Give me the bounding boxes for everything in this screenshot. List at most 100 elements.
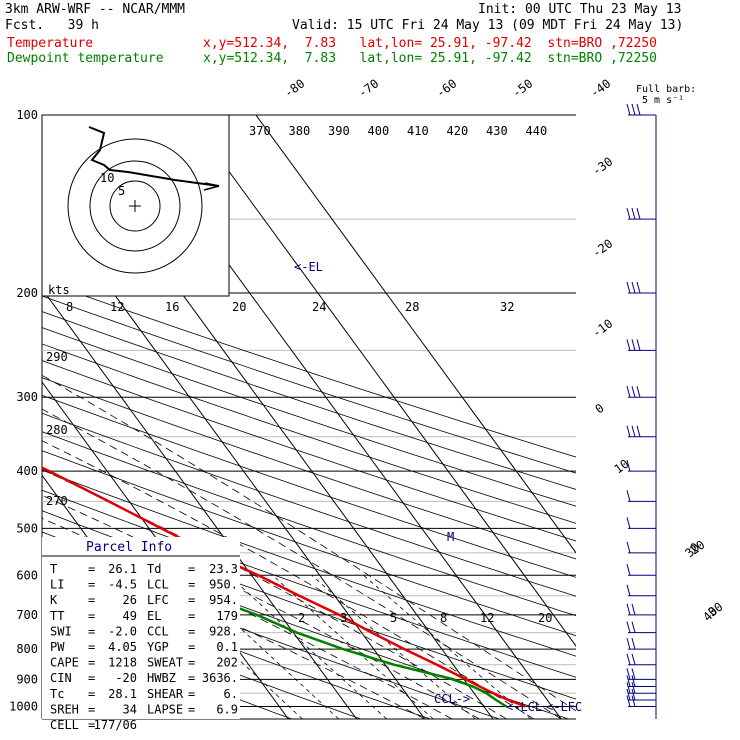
kts-tick-20: 20 — [232, 300, 246, 314]
dry-adiabat — [42, 280, 576, 458]
dewpoint-legend-label: Dewpoint temperature — [7, 51, 164, 66]
barb-legend-line1: Full barb: — [636, 84, 696, 95]
parcel-info-box: Parcel Info T = 26.1 Td = 23.3 LI = -4.5 LCL = 950.… — [42, 537, 240, 732]
dry-adiabat — [42, 469, 576, 657]
mixing-ratio-tick-3: 3 — [340, 611, 347, 625]
parcel-value: 954. — [209, 593, 238, 607]
temperature-tick-10: 10 — [612, 457, 632, 477]
temperature-tick--20: -20 — [590, 236, 616, 260]
dry-adiabat — [42, 576, 431, 719]
parcel-eq: = — [188, 609, 195, 623]
wind-barb-flag — [631, 638, 636, 650]
wind-barb-flag — [626, 208, 631, 220]
temperature-tick--70: -70 — [356, 76, 382, 100]
wind-barb-flag — [626, 459, 631, 472]
pressure-tick-600: 600 — [16, 568, 38, 582]
dry-adiabat — [42, 450, 576, 637]
parcel-label: Td — [147, 562, 161, 576]
isotherm — [255, 115, 576, 554]
pressure-tick-200: 200 — [16, 286, 38, 300]
wind-barb — [626, 688, 656, 701]
temperature-tick-30: 30 — [706, 600, 726, 620]
parcel-label: K — [50, 593, 58, 607]
theta-e-tick-370: 370 — [249, 124, 271, 138]
dry-adiabat — [42, 311, 576, 490]
wind-barb-flag — [631, 103, 636, 116]
kts-tick-12: 12 — [110, 300, 124, 314]
moist-adiabat — [42, 408, 562, 719]
wind-barb-flag — [636, 339, 641, 351]
parcel-label: SWEAT — [147, 656, 183, 670]
dewpoint-profile — [42, 548, 507, 708]
parcel-value: 202 — [216, 656, 238, 670]
wind-barb — [626, 603, 656, 616]
theta-e-tick-420: 420 — [447, 124, 469, 138]
wind-barb — [626, 621, 656, 634]
dry-adiabat — [42, 599, 362, 719]
dry-adiabat — [42, 431, 576, 617]
parcel-value: 4.05 — [108, 640, 137, 654]
wind-barb-flag — [631, 682, 636, 694]
temperature-tick--40: -40 — [588, 76, 614, 100]
parcel-eq: = — [88, 718, 95, 732]
wind-barb — [626, 281, 656, 294]
valid-time: Valid: 15 UTC Fri 24 May 13 (09 MDT Fri … — [292, 18, 684, 33]
wind-barb-flag — [626, 653, 631, 665]
parcel-label: SHEAR — [147, 687, 184, 701]
kts-tick-8: 8 — [66, 300, 73, 314]
wind-barb-flag — [626, 541, 631, 554]
parcel-label: CCL — [147, 624, 169, 638]
parcel-eq: = — [188, 640, 195, 654]
wind-barb — [626, 564, 656, 576]
isotherm — [0, 115, 16, 719]
parcel-value: 26.1 — [108, 562, 137, 576]
mixing-ratio-tick-8: 8 — [440, 611, 447, 625]
hodograph-ring — [109, 180, 161, 232]
parcel-value: 928. — [209, 624, 238, 638]
el-label: <-EL — [294, 260, 323, 274]
wind-barb — [626, 668, 656, 680]
parcel-label: LCL — [147, 578, 169, 592]
forecast-hour: Fcst. 39 h — [5, 18, 99, 33]
wind-barb — [626, 208, 656, 220]
wind-barb-flag — [636, 386, 641, 398]
theta-e-tick-410: 410 — [407, 124, 429, 138]
wind-barb-flag — [626, 621, 631, 633]
theta-tick-290: 290 — [46, 350, 68, 364]
moist-adiabat — [42, 374, 576, 712]
kts-tick-28: 28 — [405, 300, 419, 314]
parcel-value: 3636. — [202, 671, 238, 685]
parcel-label: T — [50, 562, 57, 576]
wind-barb — [626, 695, 656, 707]
dewpoint-legend-info: x,y=512.34, 7.83 lat,lon= 25.91, -97.42 … — [203, 51, 657, 66]
parcel-label: YGP — [147, 640, 169, 654]
wind-barb-flag — [626, 425, 631, 437]
wind-barb-flag — [631, 281, 636, 294]
wind-barb — [626, 103, 656, 116]
wind-barb — [626, 339, 656, 351]
wind-barb-flag — [631, 208, 636, 220]
parcel-eq: = — [88, 656, 95, 670]
dry-adiabat — [42, 327, 576, 507]
hodograph-ring-label: 5 — [118, 184, 125, 198]
marker-label: M — [447, 530, 454, 544]
kts-tick-32: 32 — [500, 300, 514, 314]
wind-barb-flag — [631, 668, 636, 680]
moist-adiabat — [42, 440, 535, 719]
wind-barb-flag — [631, 425, 636, 437]
wind-barb — [626, 584, 656, 597]
parcel-eq: = — [88, 624, 95, 638]
parcel-eq: = — [88, 609, 95, 623]
parcel-label: LAPSE — [147, 702, 183, 716]
parcel-label: LI — [50, 578, 64, 592]
wind-barb-flag — [626, 584, 631, 596]
pressure-tick-700: 700 — [16, 608, 38, 622]
temperature-tick--30: -30 — [590, 154, 616, 178]
init-time: Init: 00 UTC Thu 23 May 13 — [478, 2, 682, 17]
lfc-label: <-LFC — [546, 700, 582, 714]
parcel-value: 177/06 — [94, 718, 137, 732]
wind-barb-flag — [626, 668, 631, 680]
parcel-value: 28.1 — [108, 687, 137, 701]
pressure-tick-1000: 1000 — [9, 699, 38, 713]
